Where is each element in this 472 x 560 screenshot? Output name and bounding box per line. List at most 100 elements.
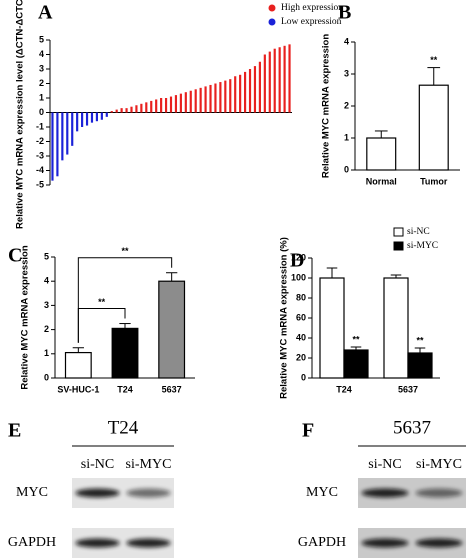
bar: [239, 74, 242, 113]
panel-label: A: [38, 2, 53, 24]
bar: [90, 112, 94, 123]
y-tick-label: 0: [344, 164, 349, 174]
x-tick-label: 5637: [162, 384, 182, 394]
bar: [56, 112, 59, 177]
bar: [418, 84, 449, 171]
bar: [273, 48, 276, 113]
y-tick-label: 3: [44, 300, 49, 310]
y-tick-label: 60: [296, 312, 306, 322]
y-tick-label: 4: [39, 49, 44, 59]
legend-label: High expression: [281, 3, 343, 13]
panel-label: D: [290, 250, 304, 272]
y-axis-label: Relative MYC mRNA expression: [321, 34, 332, 179]
bar: [66, 112, 69, 155]
blot-band: [126, 538, 171, 548]
bar: [219, 82, 222, 113]
bar: [194, 89, 197, 113]
significance: **: [416, 335, 424, 345]
y-tick-label: 3: [39, 63, 44, 73]
bar: [76, 112, 79, 132]
y-tick-label: 0: [301, 372, 306, 382]
bar: [288, 44, 291, 113]
row-label: GAPDH: [298, 535, 346, 550]
y-tick-label: 1: [44, 348, 49, 358]
bar: [263, 54, 266, 113]
significance: **: [98, 297, 106, 307]
lane-label: si-MYC: [126, 457, 172, 472]
legend-marker: [393, 241, 404, 251]
bar: [199, 87, 202, 113]
x-tick-label: SV-HUC-1: [57, 384, 99, 394]
cell-line: 5637: [393, 417, 431, 438]
bar: [248, 69, 252, 113]
y-tick-label: 0: [39, 107, 44, 117]
row-label: MYC: [306, 485, 338, 500]
x-tick-label: T24: [336, 384, 352, 394]
bar: [150, 100, 153, 113]
y-axis-label: Relative MYC mRNA expression: [20, 245, 31, 390]
bar: [160, 98, 163, 113]
y-tick-label: 5: [44, 251, 49, 261]
bar: [85, 112, 89, 126]
bar: [234, 76, 237, 113]
bar: [164, 98, 168, 113]
blot-band: [126, 488, 171, 498]
bar: [125, 108, 128, 113]
y-tick-label: 120: [291, 252, 306, 262]
y-tick-label: 0: [44, 372, 49, 382]
bar: [319, 277, 345, 379]
bar: [158, 280, 186, 379]
lane-label: si-NC: [368, 457, 401, 472]
bar: [214, 83, 217, 113]
significance: **: [430, 55, 438, 65]
bar: [209, 84, 212, 113]
bar: [81, 112, 84, 127]
row-label: GAPDH: [8, 535, 56, 550]
bar: [184, 92, 187, 113]
bar: [130, 106, 133, 113]
bar: [189, 90, 192, 113]
y-tick-label: 4: [344, 36, 349, 46]
bar: [145, 102, 148, 113]
bar: [383, 277, 409, 379]
bar: [64, 351, 92, 379]
bar: [343, 349, 369, 379]
bar: [278, 47, 281, 113]
bar: [95, 112, 99, 122]
y-tick-label: 5: [39, 34, 44, 44]
bar: [155, 99, 158, 113]
significance: **: [121, 246, 129, 256]
bar: [407, 352, 433, 379]
bar: [100, 112, 103, 120]
legend-label: si-NC: [407, 227, 430, 237]
lane-label: si-MYC: [416, 457, 462, 472]
y-axis-label: Relative MYC mRNA expression level (ΔCTN…: [15, 0, 26, 229]
bar: [179, 93, 182, 113]
legend-marker: [268, 4, 276, 12]
y-tick-label: 80: [296, 292, 306, 302]
significance: **: [352, 334, 360, 344]
panel-label: B: [338, 2, 351, 24]
bar: [115, 109, 118, 113]
blot-band: [361, 538, 409, 548]
legend-label: Low expression: [281, 17, 342, 27]
panel-label: F: [302, 420, 314, 442]
blot-band: [415, 538, 463, 548]
bar: [140, 103, 143, 113]
panel-label: E: [8, 420, 21, 442]
bar: [169, 96, 173, 113]
y-tick-label: -2: [36, 136, 44, 146]
y-tick-label: 100: [291, 272, 306, 282]
bar: [71, 112, 74, 146]
legend-marker: [268, 18, 276, 26]
blot-band: [361, 488, 409, 498]
y-tick-label: -1: [36, 121, 44, 131]
blot-band: [75, 538, 120, 548]
bar: [366, 137, 397, 171]
bar: [258, 61, 261, 113]
y-tick-label: 4: [44, 276, 49, 286]
y-tick-label: -4: [36, 165, 44, 175]
bar: [111, 327, 139, 379]
bar: [105, 112, 108, 117]
